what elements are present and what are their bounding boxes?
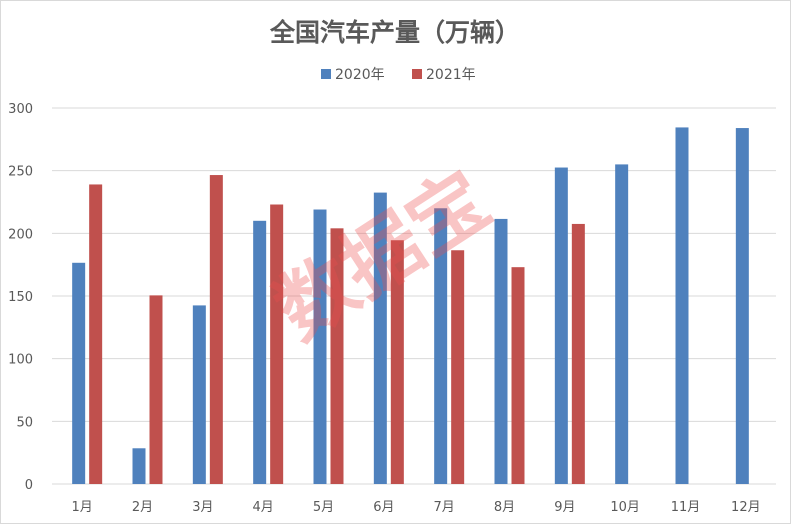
chart-title: 全国汽车产量（万辆） [269, 18, 520, 47]
bar-2020年-5月 [313, 209, 327, 484]
bar-2020年-4月 [253, 220, 267, 485]
y-tick-label: 0 [25, 478, 33, 493]
legend-label-2021: 2021年 [426, 67, 476, 83]
x-tick-label: 8月 [494, 500, 515, 515]
bar-2021年-4月 [270, 204, 284, 485]
bars [72, 127, 749, 485]
bar-2021年-6月 [390, 240, 404, 484]
y-tick-label: 100 [8, 353, 33, 368]
x-tick-label: 6月 [373, 500, 394, 515]
bar-2020年-1月 [72, 262, 86, 484]
x-tick-label: 4月 [253, 500, 274, 515]
x-tick-label: 3月 [192, 500, 213, 515]
y-tick-label: 250 [8, 165, 33, 180]
y-tick-label: 50 [16, 415, 33, 430]
x-tick-label: 11月 [671, 500, 701, 515]
bar-2020年-10月 [615, 164, 629, 484]
y-tick-label: 200 [8, 227, 33, 242]
legend-label-2020: 2020年 [335, 67, 385, 83]
x-tick-label: 10月 [610, 500, 640, 515]
bar-2020年-12月 [735, 128, 749, 484]
legend-swatch-2021 [412, 69, 422, 79]
bar-2020年-8月 [494, 218, 508, 485]
bar-2020年-7月 [434, 208, 448, 484]
y-axis: 0 50 100 150 200 250 300 [8, 102, 33, 493]
x-tick-label: 12月 [731, 500, 761, 515]
bar-2021年-8月 [511, 267, 525, 484]
legend-swatch-2020 [321, 69, 331, 79]
gridlines [52, 107, 776, 485]
legend: 2020年 2021年 [321, 67, 476, 83]
x-tick-label: 7月 [434, 500, 455, 515]
bar-2021年-1月 [89, 184, 103, 484]
bar-2020年-6月 [373, 192, 387, 484]
bar-2021年-2月 [149, 295, 163, 484]
bar-2021年-3月 [209, 175, 223, 484]
bar-2020年-9月 [554, 167, 568, 485]
bar-2021年-5月 [330, 228, 344, 484]
x-tick-label: 2月 [132, 500, 153, 515]
bar-2021年-7月 [451, 250, 465, 484]
x-tick-label: 9月 [554, 500, 575, 515]
x-tick-label: 5月 [313, 500, 334, 515]
bar-2020年-3月 [192, 305, 206, 484]
x-tick-label: 1月 [72, 500, 93, 515]
bar-2020年-2月 [132, 448, 146, 484]
bar-2021年-9月 [571, 223, 585, 484]
y-tick-label: 150 [8, 290, 33, 305]
bar-2020年-11月 [675, 127, 689, 484]
x-axis: 1月 2月 3月 4月 5月 6月 7月 8月 9月 10月 11月 12月 [72, 500, 761, 515]
y-tick-label: 300 [8, 102, 33, 117]
